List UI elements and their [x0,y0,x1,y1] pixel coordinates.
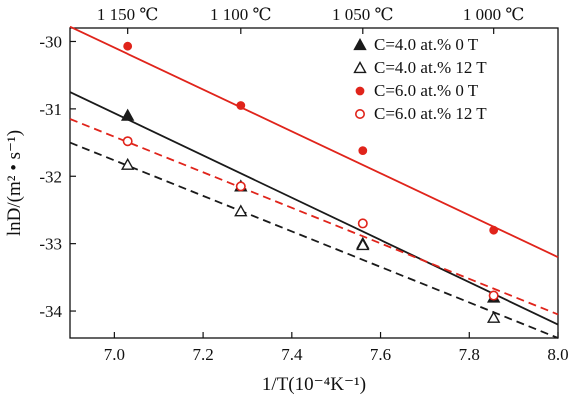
legend-label: C=4.0 at.% 0 T [374,35,479,54]
data-point [357,218,368,229]
y-axis-title: lnD/(m² • s⁻¹) [4,130,25,236]
data-point [234,204,248,217]
legend-marker [354,109,365,120]
fit-lines [69,25,559,339]
x-tick-label: 7.8 [459,345,480,364]
top-tick-label: 1 000 ℃ [463,5,525,24]
legend-label: C=6.0 at.% 12 T [374,104,487,123]
data-point [123,41,133,51]
plot-frame [69,27,559,339]
x-tick-label: 7.2 [192,345,213,364]
y-tick-label: -34 [39,302,62,321]
data-point [236,101,246,110]
y-tick-label: -31 [39,100,62,119]
y-tick-label: -30 [39,32,62,51]
data-point [235,181,246,192]
y-axis-ticks: -30 -31 -32 -33 -34 [39,32,76,321]
top-tick-label: 1 100 ℃ [210,5,272,24]
data-point [120,157,135,170]
fit-line [69,25,559,258]
x-tick-label: 7.4 [281,345,303,364]
legend-label: C=6.0 at.% 0 T [374,81,479,100]
legend-marker [353,38,367,51]
top-axis-ticks: 1 150 ℃ 1 100 ℃ 1 050 ℃ 1 000 ℃ [97,5,525,34]
y-tick-label: -32 [39,167,62,186]
fit-line [69,141,559,339]
x-axis-ticks: 7.0 7.2 7.4 7.6 7.8 8.0 [104,332,569,364]
x-tick-label: 8.0 [547,345,568,364]
data-point [489,225,499,235]
fit-line [69,118,559,316]
x-tick-label: 7.6 [370,345,391,364]
fit-line [69,91,559,326]
legend-marker [355,86,365,96]
x-axis-title: 1/T(10⁻⁴K⁻¹) [262,374,366,395]
legend: C=4.0 at.% 0 T C=4.0 at.% 12 T C=6.0 at.% … [353,35,487,123]
data-point [486,310,501,323]
data-point [122,136,133,147]
data-point [488,290,499,301]
legend-marker [353,61,367,74]
top-tick-label: 1 150 ℃ [97,5,159,24]
data-markers [120,41,501,323]
data-point [356,238,370,251]
legend-label: C=4.0 at.% 12 T [374,58,487,77]
data-point [120,108,135,121]
data-point [358,146,368,156]
x-tick-label: 7.0 [104,345,125,364]
y-tick-label: -33 [39,235,62,254]
top-tick-label: 1 050 ℃ [332,5,394,24]
